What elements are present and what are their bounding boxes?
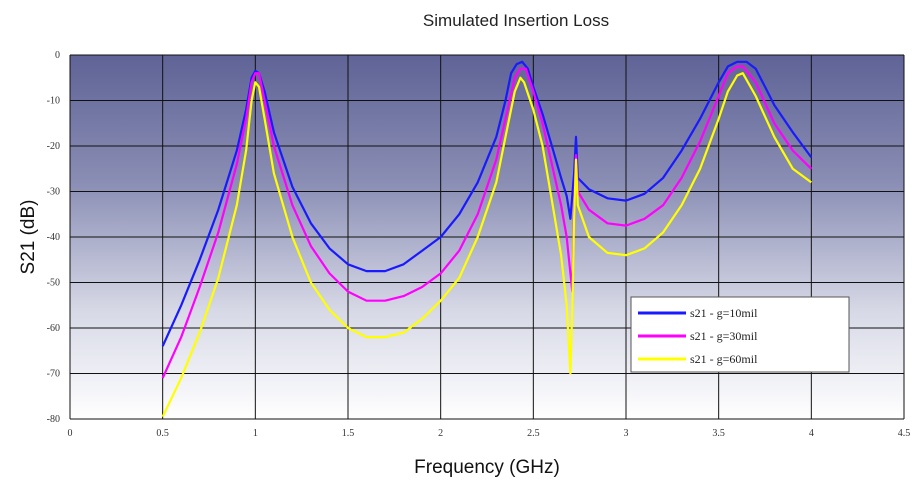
y-tick-label: -60 [47,323,60,334]
x-axis-label: Frequency (GHz) [414,457,560,478]
x-tick-label: 2 [438,428,443,439]
x-tick-label: 1.5 [342,428,355,439]
series-line [161,60,813,347]
y-tick-label: 0 [55,50,60,61]
series-lines [161,60,813,418]
legend-entry-label: s21 - g=60mil [690,352,758,366]
legend: s21 - g=10mil s21 - g=30mil s21 - g=60mil [630,296,850,373]
series-line [161,65,813,379]
y-axis-label: S21 (dB) [18,200,39,275]
series-line [161,72,812,418]
legend-entry-label: s21 - g=10mil [690,306,758,320]
x-axis-ticks: 0 0.5 1 1.5 2 2.5 3 3.5 4 4.5 [68,428,911,439]
y-tick-label: -40 [47,232,60,243]
x-tick-label: 3 [624,428,629,439]
legend-entry-label: s21 - g=30mil [690,329,758,343]
x-tick-label: 4.5 [898,428,911,439]
y-tick-label: -10 [47,96,60,107]
x-tick-label: 0.5 [156,428,169,439]
x-tick-label: 4 [809,428,814,439]
y-tick-label: -80 [47,414,60,425]
x-tick-label: 3.5 [712,428,725,439]
y-tick-label: -30 [47,187,60,198]
chart-title: Simulated Insertion Loss [423,11,609,30]
x-tick-label: 0 [68,428,73,439]
y-tick-label: -50 [47,278,60,289]
x-tick-label: 1 [253,428,258,439]
x-tick-label: 2.5 [527,428,540,439]
y-tick-label: -70 [47,369,60,380]
y-tick-label: -20 [47,141,60,152]
y-axis-ticks: 0 -10 -20 -30 -40 -50 -60 -70 -80 [47,50,60,425]
